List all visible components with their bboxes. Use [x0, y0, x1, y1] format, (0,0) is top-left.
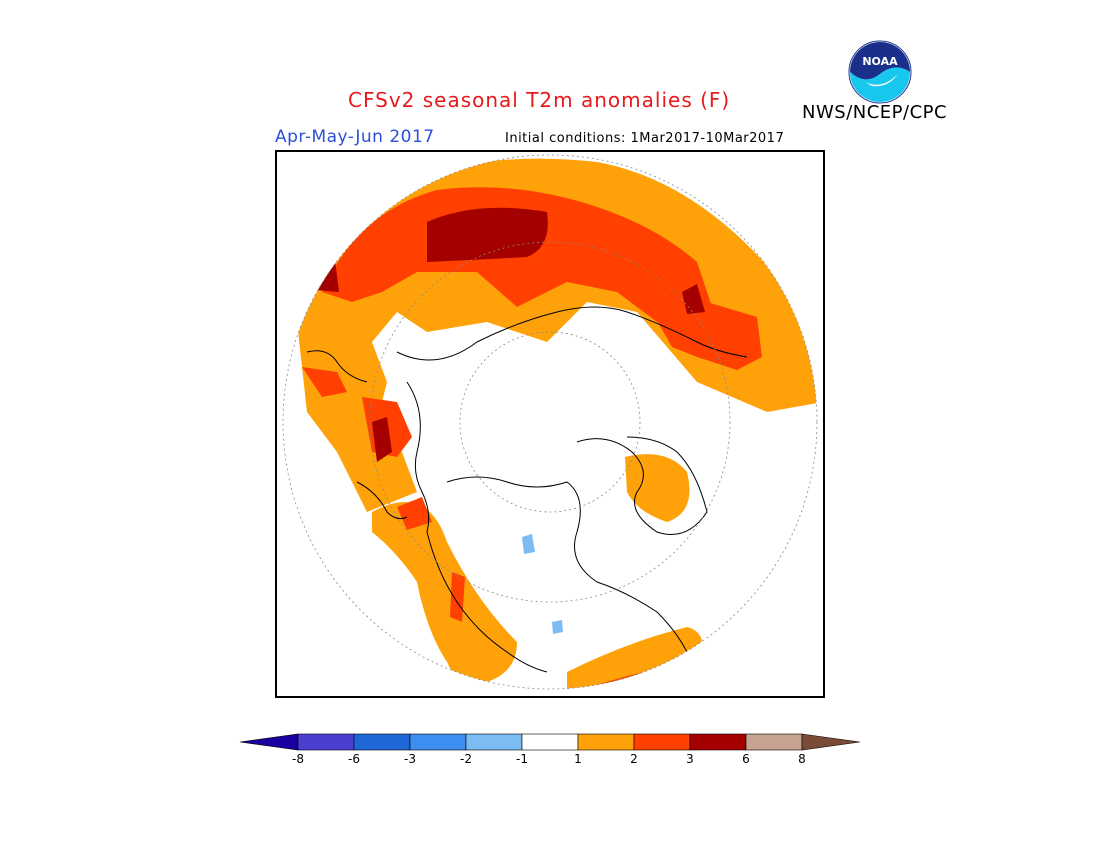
color-legend: [239, 733, 861, 751]
anomaly-area-west-europe-3f: [315, 260, 339, 292]
legend-tick-label: -1: [516, 752, 528, 766]
anomaly-area-alaska-2f: [397, 497, 432, 530]
legend-tick-label: -6: [348, 752, 360, 766]
anomaly-area-eurasia-2f: [322, 187, 717, 342]
anomaly-area-mediterranean-2f: [302, 367, 347, 397]
legend-swatch: [577, 733, 635, 751]
legend-tick-label: 3: [686, 752, 694, 766]
legend-swatch: [353, 733, 411, 751]
polar-map: [275, 150, 825, 698]
anomaly-area-eurasia-3f: [427, 207, 548, 262]
graticule: [282, 154, 818, 690]
anomaly-area-arctic-canada-cool: [522, 534, 535, 554]
anomaly-area-north-america-west-1f: [372, 502, 517, 683]
agency-label: NWS/NCEP/CPC: [802, 102, 948, 123]
coastlines: [306, 306, 748, 673]
legend-tick-label: 1: [574, 752, 582, 766]
anomaly-area-east-asia-3f: [682, 284, 705, 314]
map-title: CFSv2 seasonal T2m anomalies (F): [348, 88, 731, 112]
legend-swatch: [633, 733, 691, 751]
legend-tick-label: 2: [630, 752, 638, 766]
initial-conditions-label: Initial conditions: 1Mar2017-10Mar2017: [505, 131, 785, 146]
anomaly-area-north-america-east-1f: [567, 627, 703, 689]
legend-tick-label: -8: [292, 752, 304, 766]
legend-swatch: [409, 733, 467, 751]
noaa-logo: NOAA: [848, 40, 912, 104]
anomaly-area-greenland-1f: [625, 454, 690, 522]
legend-swatch: [297, 733, 355, 751]
legend-swatch-below-min: [239, 733, 299, 751]
anomaly-area-rockies-2f: [450, 572, 465, 622]
legend-tick-label: 6: [742, 752, 750, 766]
forecast-period: Apr-May-Jun 2017: [275, 127, 435, 147]
legend-tick-label: -3: [404, 752, 416, 766]
legend-swatch: [521, 733, 579, 751]
legend-tick-label: -2: [460, 752, 472, 766]
anomaly-area-hudson-cool: [552, 620, 563, 634]
legend-tick-label: 8: [798, 752, 806, 766]
legend-swatch: [745, 733, 803, 751]
legend-swatch: [689, 733, 747, 751]
svg-text:NOAA: NOAA: [862, 55, 898, 68]
legend-swatch: [465, 733, 523, 751]
anomaly-area-east-asia-2f: [652, 298, 762, 370]
legend-swatch-above-max: [801, 733, 861, 751]
anomaly-area-africa-3f: [372, 417, 392, 462]
